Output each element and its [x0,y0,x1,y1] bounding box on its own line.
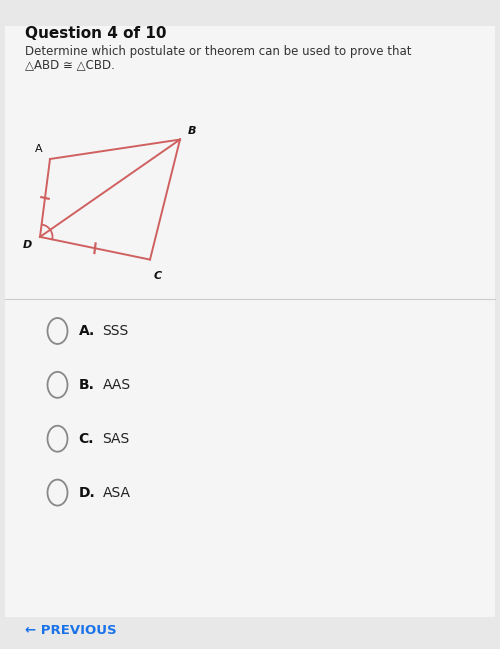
Text: A: A [35,144,42,154]
Text: D: D [23,240,32,250]
Text: ← PREVIOUS: ← PREVIOUS [25,624,116,637]
Text: AAS: AAS [102,378,130,392]
Text: B: B [188,126,196,136]
Text: Question 4 of 10: Question 4 of 10 [25,26,167,41]
FancyBboxPatch shape [5,26,495,617]
Text: SAS: SAS [102,432,130,446]
Text: C: C [154,271,162,281]
Text: ASA: ASA [102,485,130,500]
Text: C.: C. [78,432,94,446]
Text: Determine which postulate or theorem can be used to prove that: Determine which postulate or theorem can… [25,45,411,58]
Text: △ABD ≅ △CBD.: △ABD ≅ △CBD. [25,58,115,71]
Text: SSS: SSS [102,324,129,338]
Text: D.: D. [78,485,95,500]
Text: A.: A. [78,324,95,338]
Text: B.: B. [78,378,94,392]
